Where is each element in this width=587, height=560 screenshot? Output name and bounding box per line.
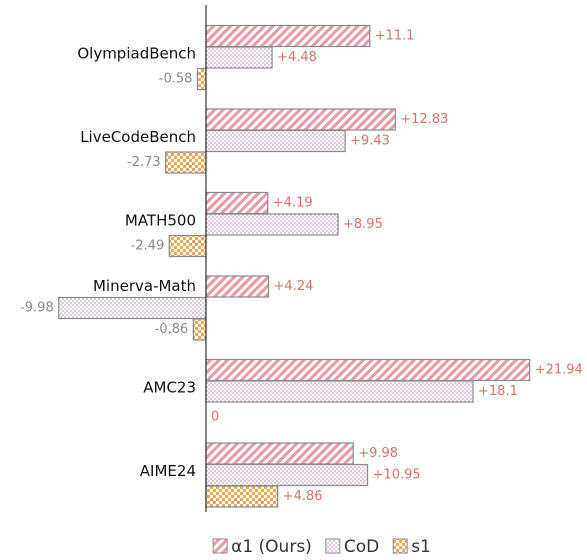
value-label: +18.1 (478, 384, 518, 399)
category-label: OlympiadBench (77, 45, 196, 63)
category-label: LiveCodeBench (80, 128, 196, 146)
legend-swatch (212, 538, 228, 554)
value-label: +4.48 (277, 50, 317, 65)
legend-label: CoD (344, 537, 379, 557)
legend-swatch (392, 538, 408, 554)
value-label: 0 (211, 410, 219, 425)
value-label: -0.58 (159, 72, 193, 87)
category-label: AIME24 (140, 462, 196, 480)
value-label: +12.83 (400, 112, 448, 127)
bar (168, 234, 207, 258)
value-label: +9.43 (350, 134, 390, 149)
value-label: +11.1 (375, 29, 415, 44)
bar (205, 213, 339, 236)
bar (205, 380, 474, 403)
value-label: +8.95 (343, 217, 383, 232)
bar (165, 151, 207, 174)
bar (205, 24, 371, 48)
bar (205, 275, 270, 298)
bar (205, 358, 531, 382)
bar (205, 191, 269, 215)
value-label: +10.95 (373, 468, 421, 483)
legend-label: α1 (Ours) (231, 537, 312, 557)
value-label: +9.98 (358, 446, 398, 461)
value-label: +4.19 (273, 196, 313, 211)
bar (196, 67, 207, 91)
value-label: +4.24 (274, 279, 314, 294)
bar (205, 108, 396, 131)
value-label: -0.86 (155, 322, 189, 337)
bar (205, 463, 369, 487)
bar (205, 129, 346, 153)
value-label: +21.94 (535, 363, 583, 378)
value-label: -2.49 (131, 239, 165, 254)
value-label: -2.73 (127, 155, 161, 170)
category-label: Minerva-Math (93, 277, 196, 295)
bar (192, 318, 207, 341)
legend-label: s1 (411, 537, 431, 557)
category-label: MATH500 (125, 212, 196, 230)
bar (205, 46, 273, 69)
legend-swatch (325, 538, 341, 554)
bar (205, 442, 354, 465)
bar (205, 485, 279, 508)
value-label: +4.86 (283, 489, 323, 504)
bar (58, 296, 207, 320)
value-label: -9.98 (20, 301, 54, 316)
legend: α1 (Ours) CoD s1 (212, 537, 431, 557)
category-label: AMC23 (143, 379, 196, 397)
